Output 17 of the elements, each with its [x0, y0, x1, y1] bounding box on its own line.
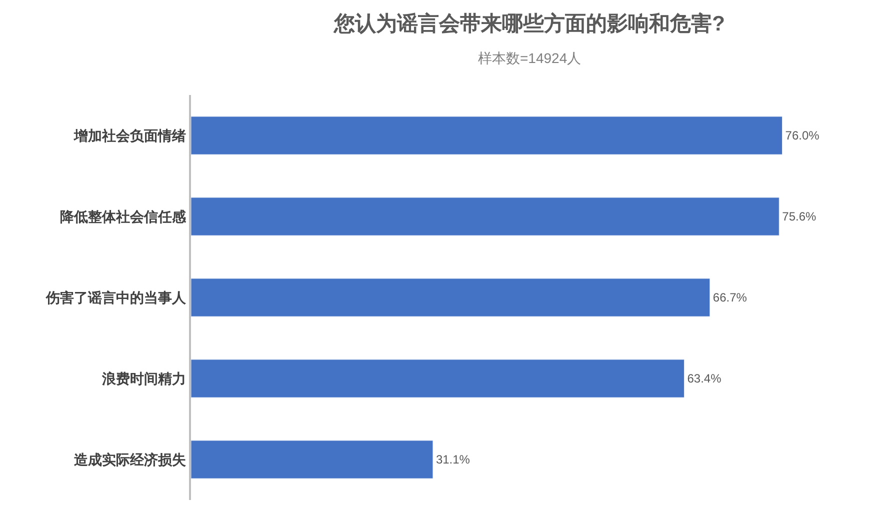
bar — [191, 116, 783, 155]
y-tick-label: 增加社会负面情绪 — [73, 127, 186, 144]
y-tick-label: 浪费时间精力 — [101, 370, 186, 386]
chart-subtitle: 样本数=14924人 — [478, 50, 582, 66]
data-label: 66.7% — [712, 290, 748, 305]
y-tick-label: 降低整体社会信任感 — [60, 208, 188, 224]
y-tick-label: 造成实际经济损失 — [73, 451, 188, 468]
chart-title: 您认为谣言会带来哪些方面的影响和危害? — [333, 11, 725, 36]
data-label: 75.6% — [782, 210, 817, 224]
data-label: 76.0% — [785, 128, 820, 143]
data-label: 63.4% — [687, 372, 722, 386]
bar — [191, 440, 434, 479]
bar — [191, 359, 684, 398]
data-label: 31.1% — [436, 452, 470, 467]
bar — [191, 197, 780, 236]
bar — [191, 278, 710, 317]
y-tick-label: 伤害了谣言中的当事人 — [45, 289, 188, 306]
